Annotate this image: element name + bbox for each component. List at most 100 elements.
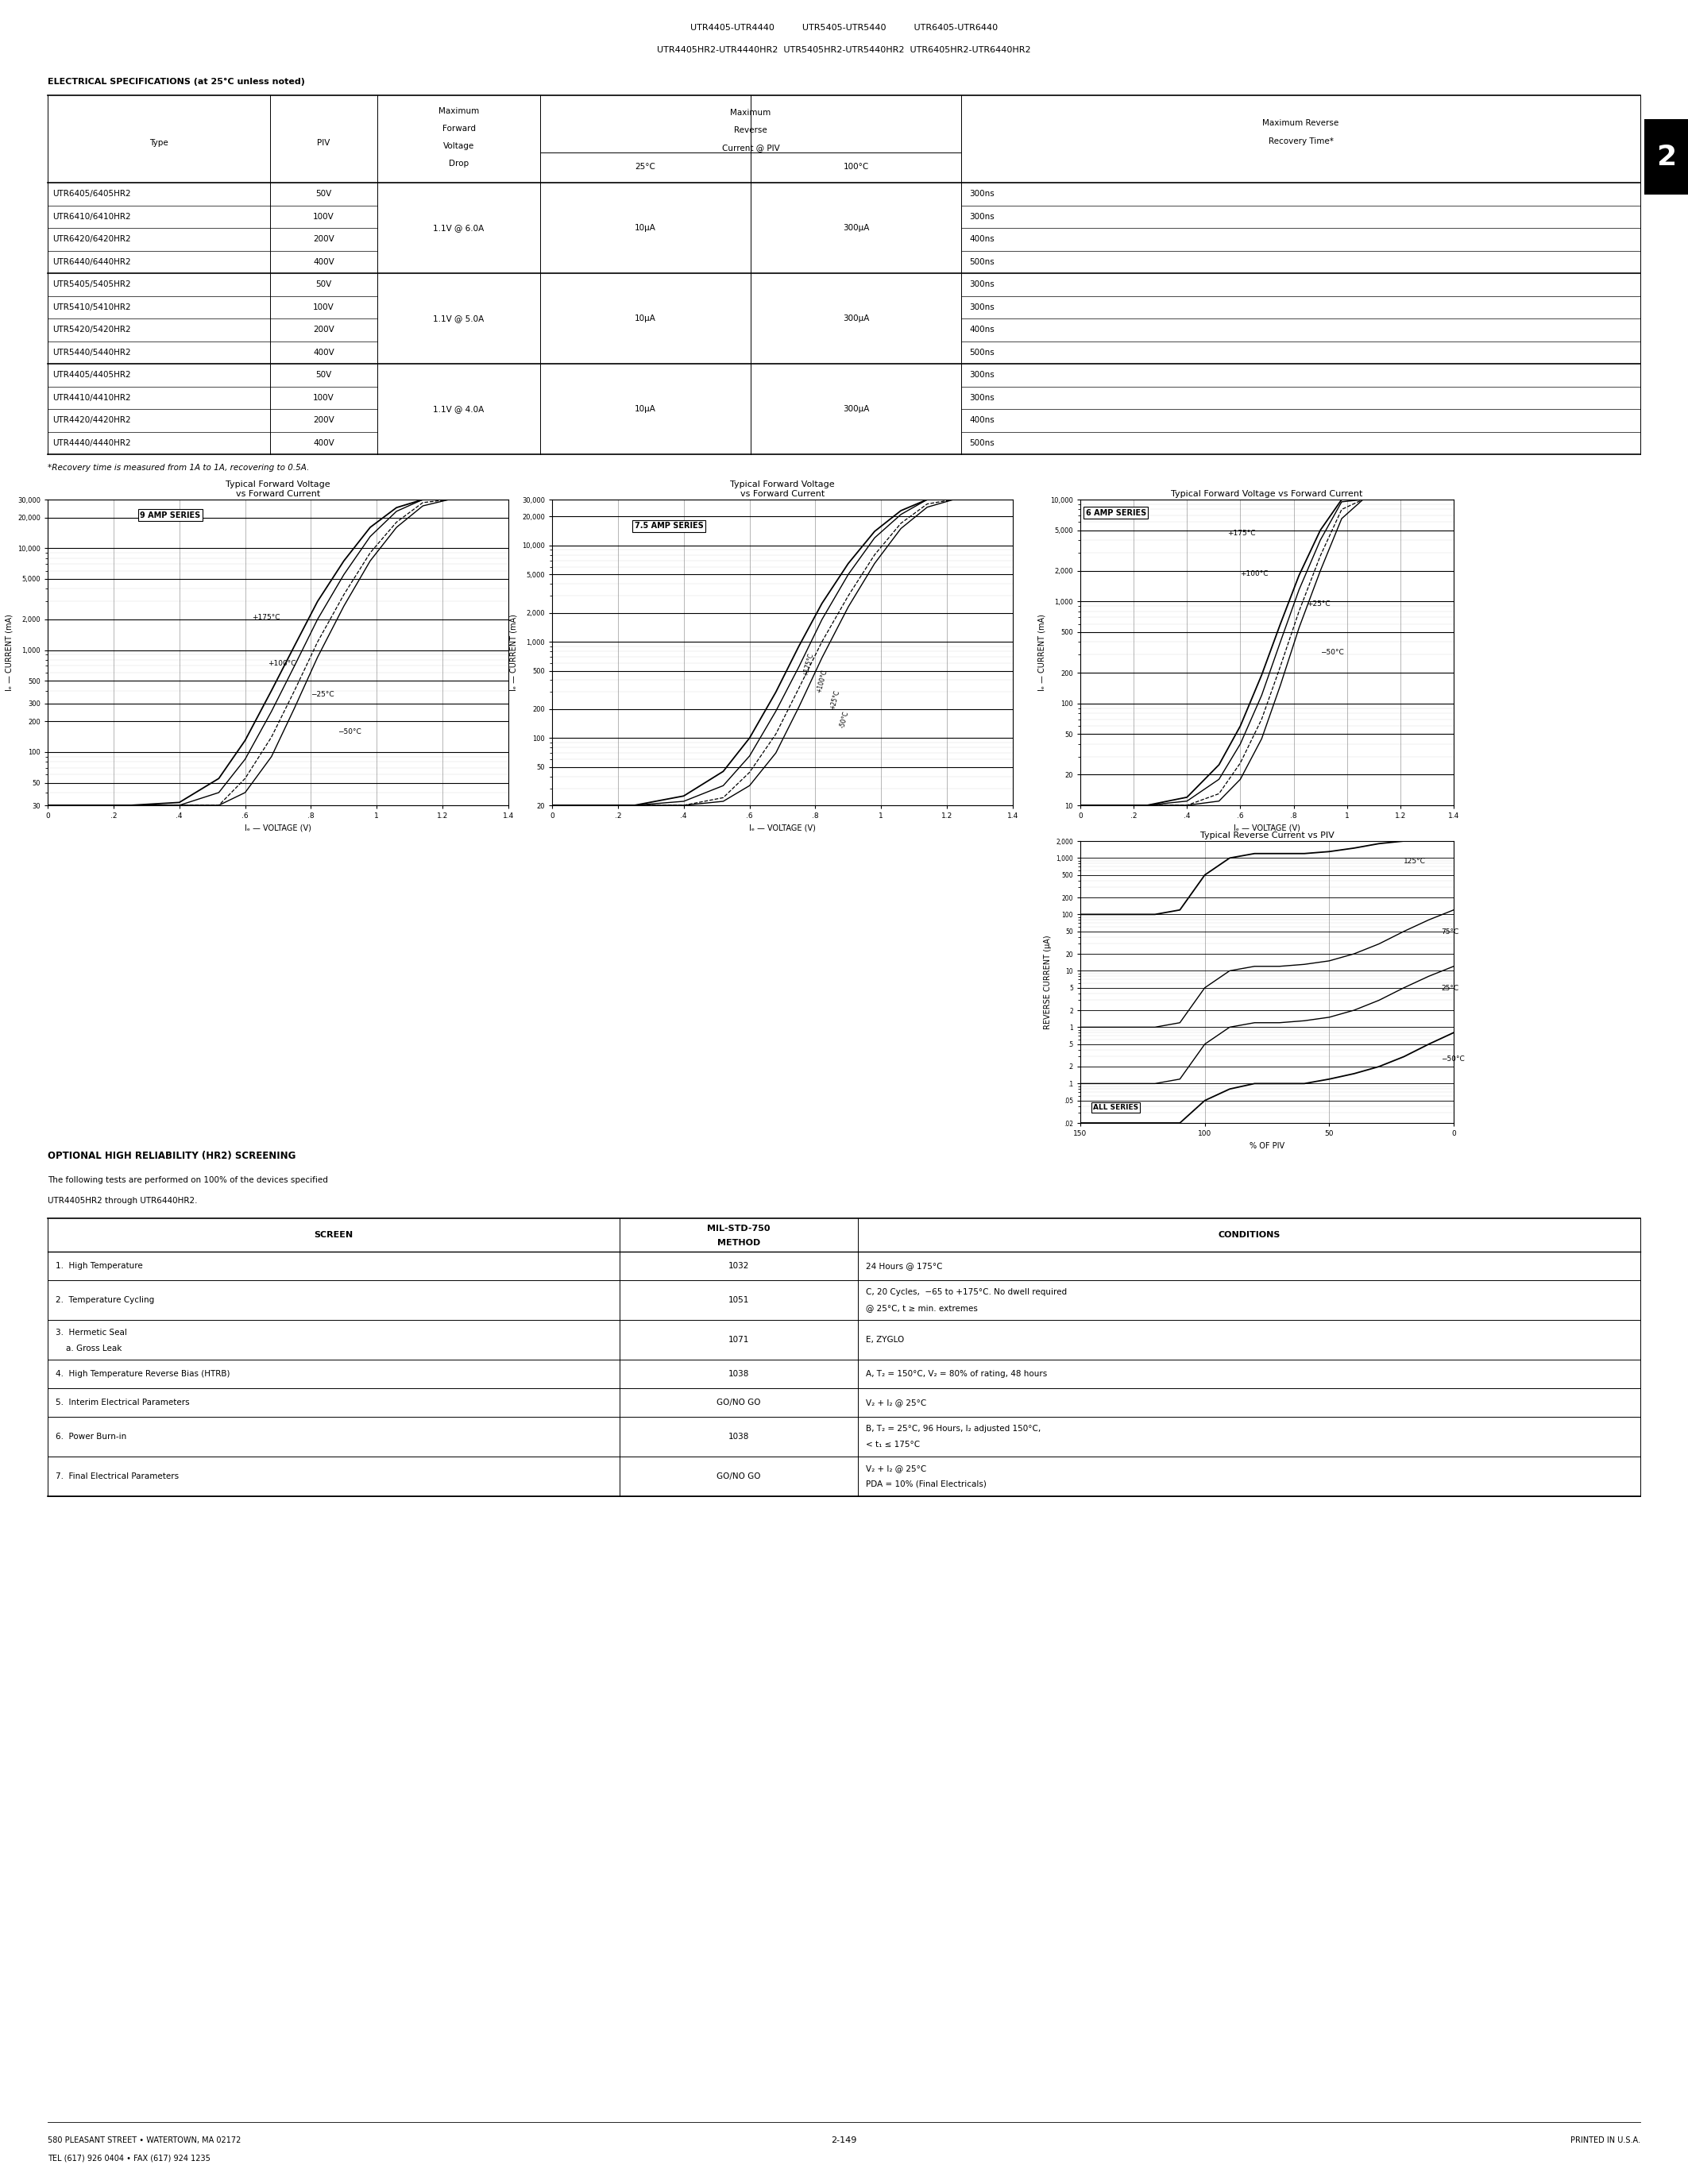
Text: 300ns: 300ns [969, 212, 994, 221]
Text: -50°C: -50°C [839, 710, 849, 729]
Text: +100°C: +100°C [815, 668, 829, 695]
Text: 400ns: 400ns [969, 236, 994, 242]
Text: OPTIONAL HIGH RELIABILITY (HR2) SCREENING: OPTIONAL HIGH RELIABILITY (HR2) SCREENIN… [47, 1151, 295, 1162]
X-axis label: Iₑ — VOLTAGE (V): Iₑ — VOLTAGE (V) [245, 823, 311, 832]
Text: 1032: 1032 [728, 1262, 749, 1269]
Title: Typical Forward Voltage
vs Forward Current: Typical Forward Voltage vs Forward Curre… [731, 480, 834, 498]
Bar [1644, 120, 1688, 194]
Text: +175°C: +175°C [802, 651, 815, 677]
Text: V₂ + I₂ @ 25°C: V₂ + I₂ @ 25°C [866, 1398, 927, 1406]
Text: 25°C: 25°C [1442, 985, 1458, 992]
Text: UTR4405HR2 through UTR6440HR2.: UTR4405HR2 through UTR6440HR2. [47, 1197, 197, 1206]
Text: C, 20 Cycles,  −65 to +175°C. No dwell required: C, 20 Cycles, −65 to +175°C. No dwell re… [866, 1289, 1067, 1295]
Text: PIV: PIV [317, 140, 331, 146]
Text: 75°C: 75°C [1442, 928, 1458, 935]
Text: 7.  Final Electrical Parameters: 7. Final Electrical Parameters [56, 1472, 179, 1481]
Y-axis label: Iₑ — CURRENT (mA): Iₑ — CURRENT (mA) [510, 614, 518, 690]
Text: Maximum Reverse: Maximum Reverse [1263, 120, 1339, 127]
Text: E, ZYGLO: E, ZYGLO [866, 1337, 905, 1343]
Text: 2-149: 2-149 [830, 2136, 858, 2145]
Text: Maximum: Maximum [731, 109, 771, 116]
Text: 3.  Hermetic Seal: 3. Hermetic Seal [56, 1328, 127, 1337]
Text: @ 25°C, t ≥ min. extremes: @ 25°C, t ≥ min. extremes [866, 1304, 977, 1313]
Text: ALL SERIES: ALL SERIES [1092, 1103, 1138, 1112]
Text: 2.  Temperature Cycling: 2. Temperature Cycling [56, 1295, 154, 1304]
Text: 6.  Power Burn-in: 6. Power Burn-in [56, 1433, 127, 1441]
Text: UTR6405/6405HR2: UTR6405/6405HR2 [52, 190, 130, 199]
Title: Typical Reverse Current vs PIV: Typical Reverse Current vs PIV [1200, 832, 1334, 839]
Text: −50°C: −50°C [338, 729, 361, 736]
Y-axis label: REVERSE CURRENT (μA): REVERSE CURRENT (μA) [1043, 935, 1052, 1029]
Text: −25°C: −25°C [311, 690, 334, 699]
Text: 500ns: 500ns [969, 439, 994, 448]
Text: 580 PLEASANT STREET • WATERTOWN, MA 02172: 580 PLEASANT STREET • WATERTOWN, MA 0217… [47, 2136, 241, 2145]
Text: Recovery Time*: Recovery Time* [1268, 138, 1334, 146]
Text: 7.5 AMP SERIES: 7.5 AMP SERIES [635, 522, 704, 531]
Text: 24 Hours @ 175°C: 24 Hours @ 175°C [866, 1262, 942, 1269]
Text: V₂ + I₂ @ 25°C: V₂ + I₂ @ 25°C [866, 1465, 927, 1472]
Text: ELECTRICAL SPECIFICATIONS (at 25°C unless noted): ELECTRICAL SPECIFICATIONS (at 25°C unles… [47, 79, 306, 85]
Text: 300ns: 300ns [969, 371, 994, 380]
Text: 300μA: 300μA [842, 225, 869, 232]
Text: 1.  High Temperature: 1. High Temperature [56, 1262, 143, 1269]
Text: 100V: 100V [312, 212, 334, 221]
Text: UTR6440/6440HR2: UTR6440/6440HR2 [52, 258, 130, 266]
Text: *Recovery time is measured from 1A to 1A, recovering to 0.5A.: *Recovery time is measured from 1A to 1A… [47, 463, 309, 472]
Text: TEL (617) 926 0404 • FAX (617) 924 1235: TEL (617) 926 0404 • FAX (617) 924 1235 [47, 2153, 211, 2162]
Text: 300ns: 300ns [969, 304, 994, 310]
Text: B, T₂ = 25°C, 96 Hours, I₂ adjusted 150°C,: B, T₂ = 25°C, 96 Hours, I₂ adjusted 150°… [866, 1424, 1041, 1433]
Text: 400V: 400V [312, 439, 334, 448]
Text: 300μA: 300μA [842, 404, 869, 413]
X-axis label: Iₑ — VOLTAGE (V): Iₑ — VOLTAGE (V) [749, 823, 815, 832]
Text: 10μA: 10μA [635, 225, 657, 232]
Text: 1038: 1038 [728, 1433, 749, 1441]
Text: 1.1V @ 6.0A: 1.1V @ 6.0A [434, 225, 484, 232]
Text: UTR5440/5440HR2: UTR5440/5440HR2 [52, 349, 130, 356]
Text: 400ns: 400ns [969, 325, 994, 334]
Text: GO/NO GO: GO/NO GO [717, 1398, 761, 1406]
X-axis label: Iₑ — VOLTAGE (V): Iₑ — VOLTAGE (V) [1234, 823, 1300, 832]
Text: −50°C: −50°C [1442, 1055, 1465, 1064]
Text: 400V: 400V [312, 349, 334, 356]
Text: UTR6410/6410HR2: UTR6410/6410HR2 [52, 212, 130, 221]
Text: +100°C: +100°C [1241, 570, 1268, 577]
Text: UTR5410/5410HR2: UTR5410/5410HR2 [52, 304, 130, 310]
Text: UTR4410/4410HR2: UTR4410/4410HR2 [52, 393, 130, 402]
Text: Voltage: Voltage [444, 142, 474, 151]
Text: PDA = 10% (Final Electricals): PDA = 10% (Final Electricals) [866, 1481, 986, 1487]
Text: A, T₂ = 150°C, V₂ = 80% of rating, 48 hours: A, T₂ = 150°C, V₂ = 80% of rating, 48 ho… [866, 1369, 1047, 1378]
Text: 50V: 50V [316, 280, 333, 288]
Text: UTR4420/4420HR2: UTR4420/4420HR2 [52, 417, 130, 424]
Text: 10μA: 10μA [635, 314, 657, 323]
Text: 500ns: 500ns [969, 349, 994, 356]
Text: 100V: 100V [312, 393, 334, 402]
Text: 10μA: 10μA [635, 404, 657, 413]
Text: 9 AMP SERIES: 9 AMP SERIES [140, 511, 201, 520]
Text: Forward: Forward [442, 124, 476, 133]
Y-axis label: Iₑ — CURRENT (mA): Iₑ — CURRENT (mA) [5, 614, 14, 690]
Text: UTR6420/6420HR2: UTR6420/6420HR2 [52, 236, 130, 242]
Text: UTR5420/5420HR2: UTR5420/5420HR2 [52, 325, 130, 334]
Text: 50V: 50V [316, 190, 333, 199]
Text: 25°C: 25°C [635, 164, 655, 170]
Text: 4.  High Temperature Reverse Bias (HTRB): 4. High Temperature Reverse Bias (HTRB) [56, 1369, 230, 1378]
Text: GO/NO GO: GO/NO GO [717, 1472, 761, 1481]
Title: Typical Forward Voltage vs Forward Current: Typical Forward Voltage vs Forward Curre… [1171, 489, 1362, 498]
X-axis label: % OF PIV: % OF PIV [1249, 1142, 1285, 1149]
Text: 125°C: 125°C [1404, 858, 1426, 865]
Text: +25°C: +25°C [829, 690, 841, 710]
Text: 100V: 100V [312, 304, 334, 310]
Text: 1051: 1051 [728, 1295, 749, 1304]
Text: −50°C: −50°C [1320, 649, 1344, 657]
Text: UTR5405/5405HR2: UTR5405/5405HR2 [52, 280, 130, 288]
Text: Drop: Drop [449, 159, 469, 168]
Text: SCREEN: SCREEN [314, 1232, 353, 1238]
Text: +25°C: +25°C [1307, 601, 1330, 607]
Text: 300ns: 300ns [969, 280, 994, 288]
Text: 1.1V @ 5.0A: 1.1V @ 5.0A [434, 314, 484, 323]
Text: 500ns: 500ns [969, 258, 994, 266]
Title: Typical Forward Voltage
vs Forward Current: Typical Forward Voltage vs Forward Curre… [226, 480, 331, 498]
Text: Reverse: Reverse [734, 127, 768, 133]
Text: 1071: 1071 [728, 1337, 749, 1343]
Text: UTR4440/4440HR2: UTR4440/4440HR2 [52, 439, 130, 448]
